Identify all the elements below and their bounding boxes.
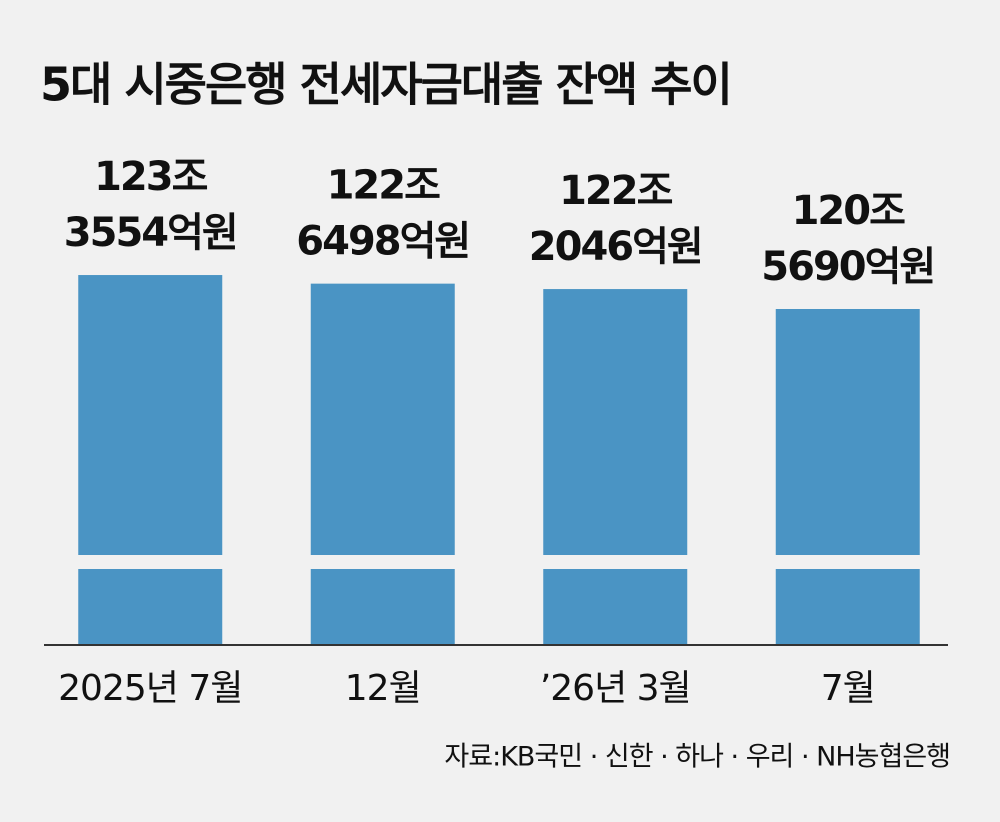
value-label: 122조 <box>559 168 672 214</box>
value-label: 120조 <box>792 188 905 234</box>
x-tick-label: 2025년 7월 <box>58 668 242 709</box>
bar <box>78 275 223 645</box>
x-tick-label: ’26년 3월 <box>540 668 691 709</box>
axis-break <box>34 555 964 569</box>
value-label: 3554억원 <box>64 210 237 256</box>
bar <box>775 309 920 645</box>
bar <box>543 289 688 645</box>
x-tick-label: 12월 <box>345 668 421 709</box>
value-label: 6498억원 <box>296 219 469 265</box>
source-note: 자료:KB국민 · 신한 · 하나 · 우리 · NH농협은행 <box>444 742 950 773</box>
value-label: 2046억원 <box>529 224 702 270</box>
bar <box>310 283 455 645</box>
chart-title: 5대 시중은행 전세자금대출 잔액 추이 <box>40 58 731 112</box>
value-label: 122조 <box>327 163 440 209</box>
x-tick-label: 7월 <box>821 668 875 709</box>
value-label: 123조 <box>94 154 207 200</box>
value-label: 5690억원 <box>761 244 934 290</box>
